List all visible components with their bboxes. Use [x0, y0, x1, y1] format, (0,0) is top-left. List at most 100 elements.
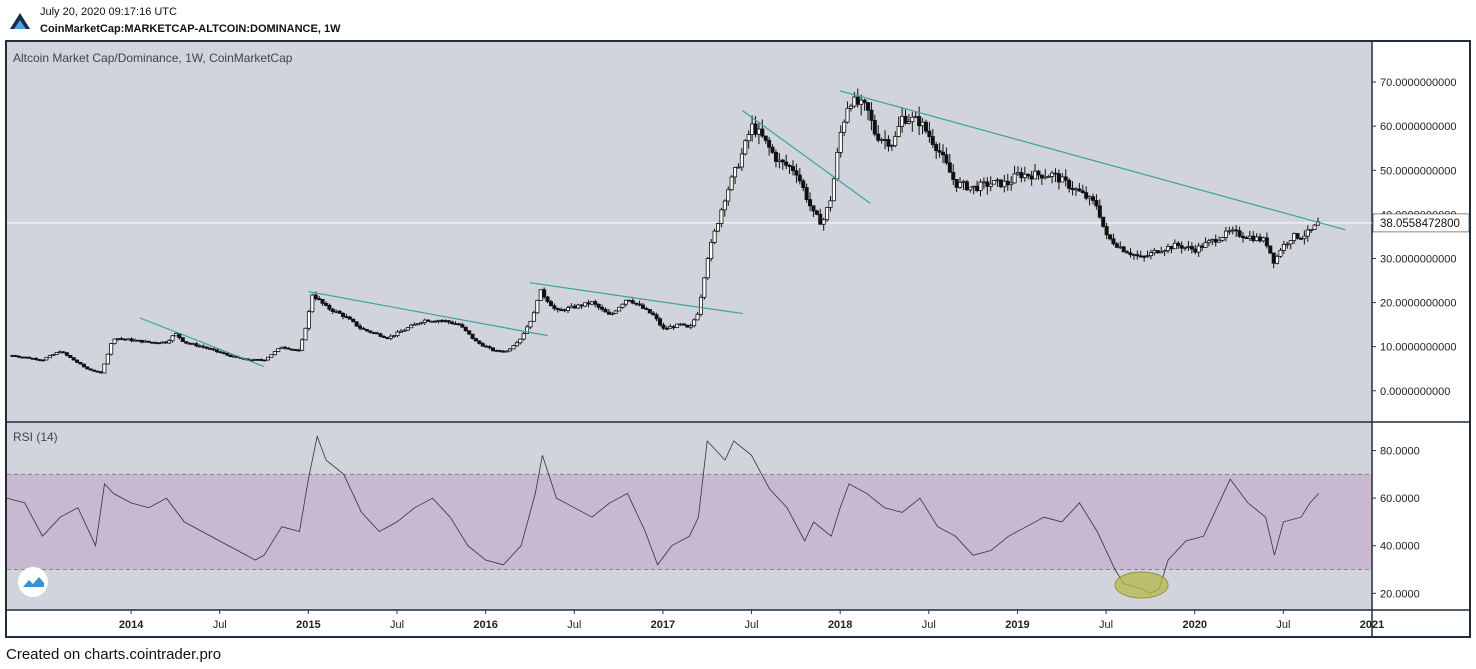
- candle-body: [20, 356, 25, 359]
- candle-body: [1022, 173, 1027, 179]
- candle-body: [1183, 246, 1188, 249]
- candle-body: [698, 296, 703, 315]
- candle-body: [446, 320, 451, 323]
- price-axis-label: 30.0000000000: [1380, 253, 1456, 265]
- candle-body: [92, 369, 97, 372]
- rsi-highlight-ellipse: [1114, 571, 1169, 599]
- candle-body: [494, 350, 499, 352]
- candle-body: [651, 312, 656, 316]
- candle-body: [122, 338, 127, 341]
- candle-body: [518, 338, 523, 344]
- candle-body: [412, 323, 417, 326]
- candle-body: [886, 139, 891, 147]
- candle-body: [167, 340, 172, 344]
- candle-body: [320, 299, 325, 304]
- time-axis-label: Jul: [390, 619, 404, 631]
- candle-body: [1050, 172, 1055, 177]
- chart-canvas[interactable]: 0.0000000000 10.0000000000 20.0000000000 30…: [7, 42, 1469, 636]
- price-axis-label: 0.0000000000: [1380, 386, 1450, 398]
- candle-body: [467, 330, 472, 335]
- candle-body: [1118, 246, 1123, 249]
- time-axis-label: 2018: [828, 619, 852, 631]
- candle-body: [1196, 245, 1201, 253]
- candle-body: [998, 179, 1003, 188]
- candle-body: [439, 320, 444, 322]
- candle-body: [678, 323, 683, 326]
- candle-body: [1230, 229, 1235, 232]
- candle-body: [1148, 252, 1153, 257]
- price-axis-label: 20.0000000000: [1380, 298, 1456, 310]
- time-axis-label: 2019: [1005, 619, 1029, 631]
- candle-body: [1152, 250, 1157, 254]
- candle-body: [770, 146, 775, 153]
- candle-body: [978, 181, 983, 192]
- candle-body: [61, 351, 66, 354]
- candle-body: [869, 109, 874, 121]
- price-panel-title: Altcoin Market Cap/Dominance, 1W, CoinMa…: [13, 51, 293, 65]
- candle-body: [1104, 226, 1109, 236]
- candle-body: [801, 180, 806, 188]
- candle-body: [286, 347, 291, 350]
- candle-body: [344, 316, 349, 318]
- candle-body: [968, 186, 973, 191]
- candle-body: [1138, 255, 1143, 258]
- candle-body: [156, 342, 161, 345]
- candle-body: [180, 337, 185, 342]
- candle-body: [54, 352, 59, 355]
- candle-body: [623, 299, 628, 305]
- candle-body: [95, 370, 100, 373]
- candle-body: [1254, 236, 1259, 242]
- candle-body: [848, 105, 853, 109]
- candle-body: [862, 99, 867, 104]
- candle-body: [927, 130, 932, 137]
- candle-body: [361, 327, 366, 330]
- candle-body: [716, 223, 721, 232]
- candle-body: [610, 312, 615, 315]
- candle-body: [13, 355, 18, 357]
- trendline-4: [742, 110, 871, 204]
- candle-body: [1125, 251, 1130, 254]
- candle-body: [961, 181, 966, 184]
- candle-body: [1241, 235, 1246, 239]
- candle-body: [760, 128, 765, 137]
- candle-body: [1305, 229, 1310, 237]
- time-axis-label: Jul: [1276, 619, 1290, 631]
- candle-body: [1033, 170, 1038, 180]
- candle-body: [1097, 205, 1102, 218]
- candle-body: [1200, 245, 1205, 248]
- candle-body: [1077, 188, 1082, 192]
- candle-body: [1063, 176, 1068, 181]
- candle-body: [702, 277, 707, 298]
- candle-body: [1111, 238, 1116, 245]
- candle-body: [542, 289, 547, 298]
- candle-body: [1131, 254, 1136, 256]
- candle-body: [1302, 235, 1307, 239]
- candle-body: [746, 134, 751, 142]
- candle-body: [566, 307, 571, 311]
- candle-body: [985, 181, 990, 187]
- candle-body: [1278, 249, 1283, 257]
- rsi-panel-title: RSI (14): [13, 430, 58, 444]
- candle-body: [477, 340, 482, 344]
- candle-body: [269, 354, 274, 358]
- candle-body: [1067, 179, 1072, 189]
- candle-body: [555, 308, 560, 311]
- candle-body: [334, 310, 339, 313]
- candle-body: [17, 355, 22, 358]
- candle-body: [354, 321, 359, 327]
- candle-body: [497, 350, 502, 352]
- candle-body: [419, 322, 424, 325]
- candle-body: [971, 185, 976, 188]
- candle-body: [470, 333, 475, 339]
- candle-body: [1292, 233, 1297, 241]
- candle-body: [1309, 229, 1314, 231]
- candle-body: [109, 343, 114, 355]
- candle-body: [576, 304, 581, 309]
- price-axis-label: 70.0000000000: [1380, 77, 1456, 89]
- candle-body: [889, 145, 894, 147]
- candle-body: [409, 324, 414, 329]
- timestamp: July 20, 2020 09:17:16 UTC: [40, 6, 177, 18]
- candle-body: [811, 205, 816, 212]
- candle-body: [1039, 174, 1044, 179]
- candle-body: [589, 301, 594, 305]
